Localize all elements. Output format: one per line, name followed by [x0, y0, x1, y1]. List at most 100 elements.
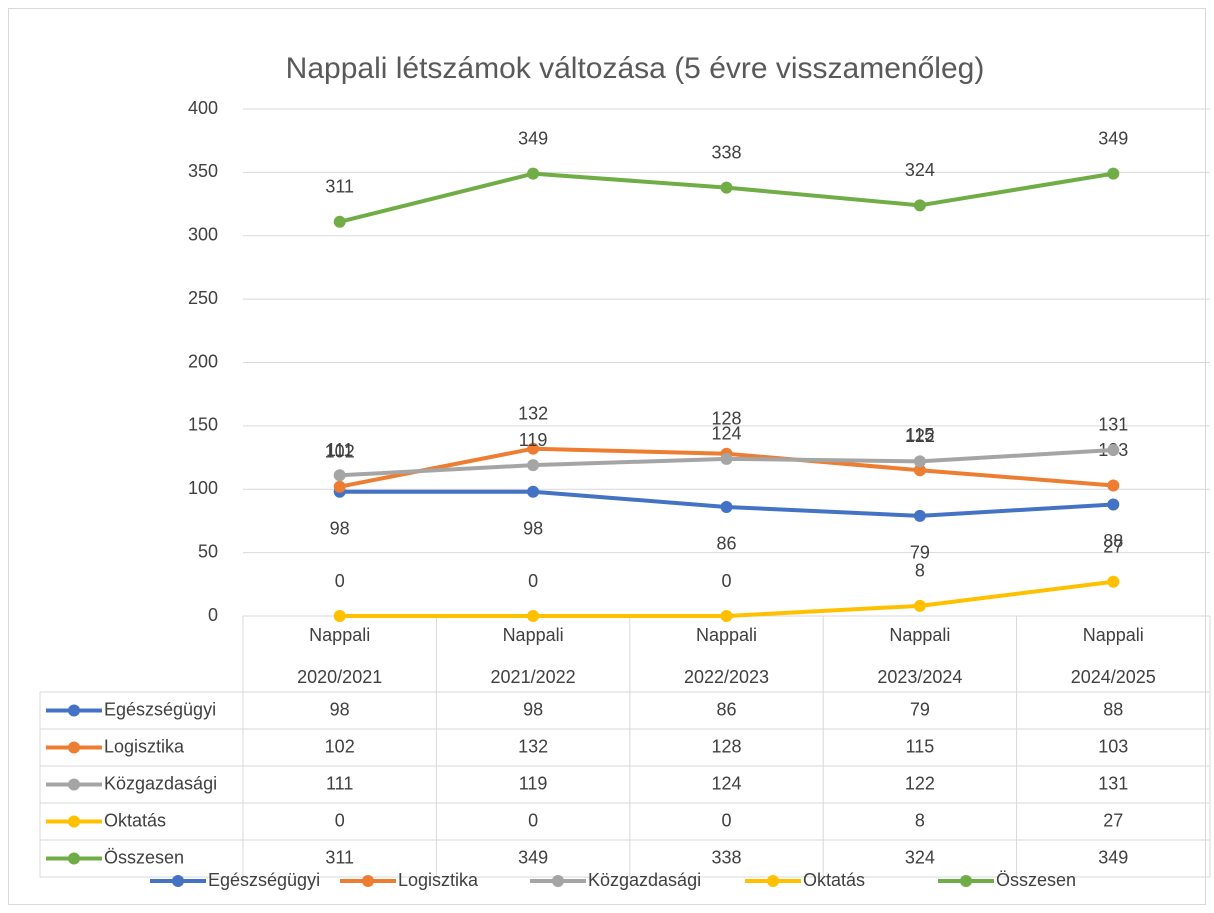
data-point [913, 199, 926, 212]
data-label: 86 [716, 534, 736, 554]
table-cell: 86 [716, 699, 736, 719]
data-point [527, 442, 540, 455]
legend-marker [68, 815, 80, 828]
data-point [913, 455, 926, 468]
data-point [527, 485, 540, 498]
x-tick-label: Nappali 2022/2023 [683, 625, 770, 687]
data-point [913, 599, 926, 612]
table-series-name: Oktatás [104, 810, 166, 830]
legend-marker [68, 704, 80, 717]
data-label: 119 [519, 430, 548, 450]
table-series-name: Közgazdasági [104, 773, 217, 793]
table-cell: 103 [1098, 736, 1128, 756]
data-label: 124 [711, 424, 741, 444]
table-cell: 111 [326, 773, 353, 793]
table-cell: 0 [721, 810, 731, 830]
table-cell: 0 [528, 810, 538, 830]
table-cell: 132 [518, 736, 548, 756]
data-label: 0 [721, 571, 731, 591]
data-point [333, 480, 346, 493]
legend-marker [362, 875, 374, 887]
x-tick-label: Nappali 2021/2022 [490, 625, 576, 687]
data-point [1107, 167, 1120, 180]
table-cell: 88 [1103, 699, 1123, 719]
table-cell: 128 [711, 736, 741, 756]
data-point [333, 610, 346, 622]
data-point [913, 464, 926, 477]
y-tick-label: 50 [198, 541, 218, 561]
legend-marker [172, 875, 184, 887]
x-tick-label: Nappali 2023/2024 [877, 625, 963, 687]
legend-label: Oktatás [803, 870, 865, 890]
data-point [1107, 443, 1120, 456]
data-label: 98 [330, 519, 350, 539]
data-point [1107, 498, 1120, 511]
data-point [527, 610, 540, 622]
data-label: 79 [910, 543, 930, 563]
table-cell: 98 [523, 699, 543, 719]
table-series-name: Logisztika [104, 736, 185, 756]
data-point [720, 181, 733, 194]
legend-marker [767, 875, 779, 887]
table-cell: 324 [905, 847, 935, 867]
data-label: 128 [711, 409, 741, 429]
y-tick-label: 0 [208, 605, 218, 625]
data-label: 115 [906, 425, 935, 445]
table-cell: 349 [518, 847, 548, 867]
data-label: 111 [326, 440, 353, 460]
data-label: 311 [325, 177, 354, 197]
y-tick-label: 300 [188, 225, 218, 245]
y-tick-label: 200 [188, 351, 218, 371]
table-cell: 122 [905, 773, 935, 793]
data-label: 0 [335, 571, 345, 591]
table-cell: 124 [711, 773, 741, 793]
x-tick-label: Nappali 2024/2025 [1070, 625, 1156, 687]
x-tick-label: Nappali 2020/2021 [297, 625, 383, 687]
data-label: 98 [523, 519, 543, 539]
table-series-name: Összesen [104, 847, 184, 867]
data-label: 349 [1098, 128, 1128, 148]
legend-marker [552, 875, 564, 887]
data-label: 338 [711, 142, 741, 162]
data-label: 131 [1098, 415, 1128, 435]
legend-marker [68, 778, 80, 791]
data-point [913, 509, 926, 522]
table-series-name: Egészségügyi [104, 699, 216, 719]
legend-label: Logisztika [398, 870, 479, 890]
y-tick-label: 250 [188, 288, 218, 308]
legend-label: Összesen [996, 870, 1076, 890]
legend-marker [960, 875, 972, 887]
data-point [1107, 479, 1120, 492]
table-cell: 102 [325, 736, 355, 756]
table-cell: 115 [906, 736, 935, 756]
chart-title: Nappali létszámok változása (5 évre viss… [286, 52, 985, 85]
data-point [720, 610, 733, 622]
data-label: 0 [528, 571, 538, 591]
data-label: 122 [905, 426, 935, 446]
legend-marker [68, 741, 80, 754]
table-cell: 8 [915, 810, 925, 830]
data-point [527, 167, 540, 180]
data-point [1107, 575, 1120, 588]
table-cell: 79 [910, 699, 930, 719]
table-cell: 27 [1103, 810, 1123, 830]
table-cell: 98 [330, 699, 350, 719]
table-cell: 338 [711, 847, 741, 867]
data-point [720, 452, 733, 465]
data-label: 349 [518, 128, 548, 148]
data-label: 8 [915, 561, 925, 581]
legend-label: Egészségügyi [208, 870, 320, 890]
y-tick-label: 350 [188, 161, 218, 181]
table-cell: 349 [1098, 847, 1128, 867]
table-cell: 119 [519, 773, 548, 793]
data-label: 132 [518, 403, 548, 423]
y-tick-label: 400 [188, 98, 218, 118]
table-cell: 311 [325, 847, 354, 867]
data-point [333, 469, 346, 482]
table-cell: 0 [335, 810, 345, 830]
data-point [527, 459, 540, 472]
data-label: 102 [325, 441, 355, 461]
data-label: 324 [905, 160, 935, 180]
